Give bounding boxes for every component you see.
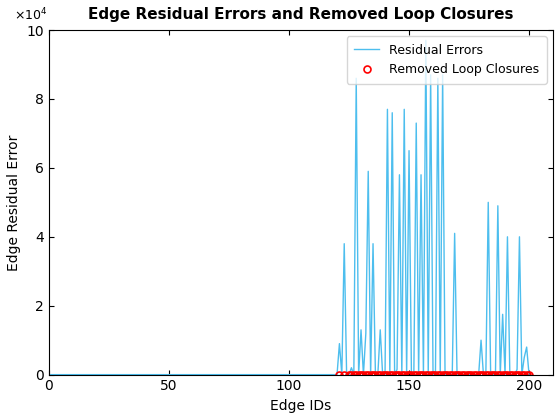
Residual Errors bbox=[48, 372, 55, 377]
Residual Errors bbox=[526, 372, 533, 377]
Removed Loop Closures bbox=[473, 372, 479, 377]
Residual Errors bbox=[305, 372, 311, 377]
Removed Loop Closures bbox=[353, 372, 360, 377]
Removed Loop Closures bbox=[420, 372, 427, 377]
Removed Loop Closures bbox=[435, 372, 441, 377]
Removed Loop Closures bbox=[401, 372, 408, 377]
Removed Loop Closures bbox=[372, 372, 379, 377]
Removed Loop Closures bbox=[526, 372, 533, 377]
Residual Errors bbox=[45, 372, 52, 377]
Line: Removed Loop Closures: Removed Loop Closures bbox=[336, 371, 533, 378]
Title: Edge Residual Errors and Removed Loop Closures: Edge Residual Errors and Removed Loop Cl… bbox=[88, 7, 514, 22]
Legend: Residual Errors, Removed Loop Closures: Residual Errors, Removed Loop Closures bbox=[347, 36, 547, 84]
X-axis label: Edge IDs: Edge IDs bbox=[270, 399, 332, 413]
Residual Errors bbox=[422, 38, 429, 43]
Residual Errors bbox=[89, 372, 96, 377]
Text: $\times 10^4$: $\times 10^4$ bbox=[13, 7, 47, 23]
Y-axis label: Edge Residual Error: Edge Residual Error bbox=[7, 134, 21, 270]
Removed Loop Closures bbox=[336, 372, 343, 377]
Residual Errors bbox=[487, 372, 494, 377]
Residual Errors bbox=[221, 372, 227, 377]
Residual Errors bbox=[248, 372, 254, 377]
Line: Residual Errors: Residual Errors bbox=[49, 40, 529, 375]
